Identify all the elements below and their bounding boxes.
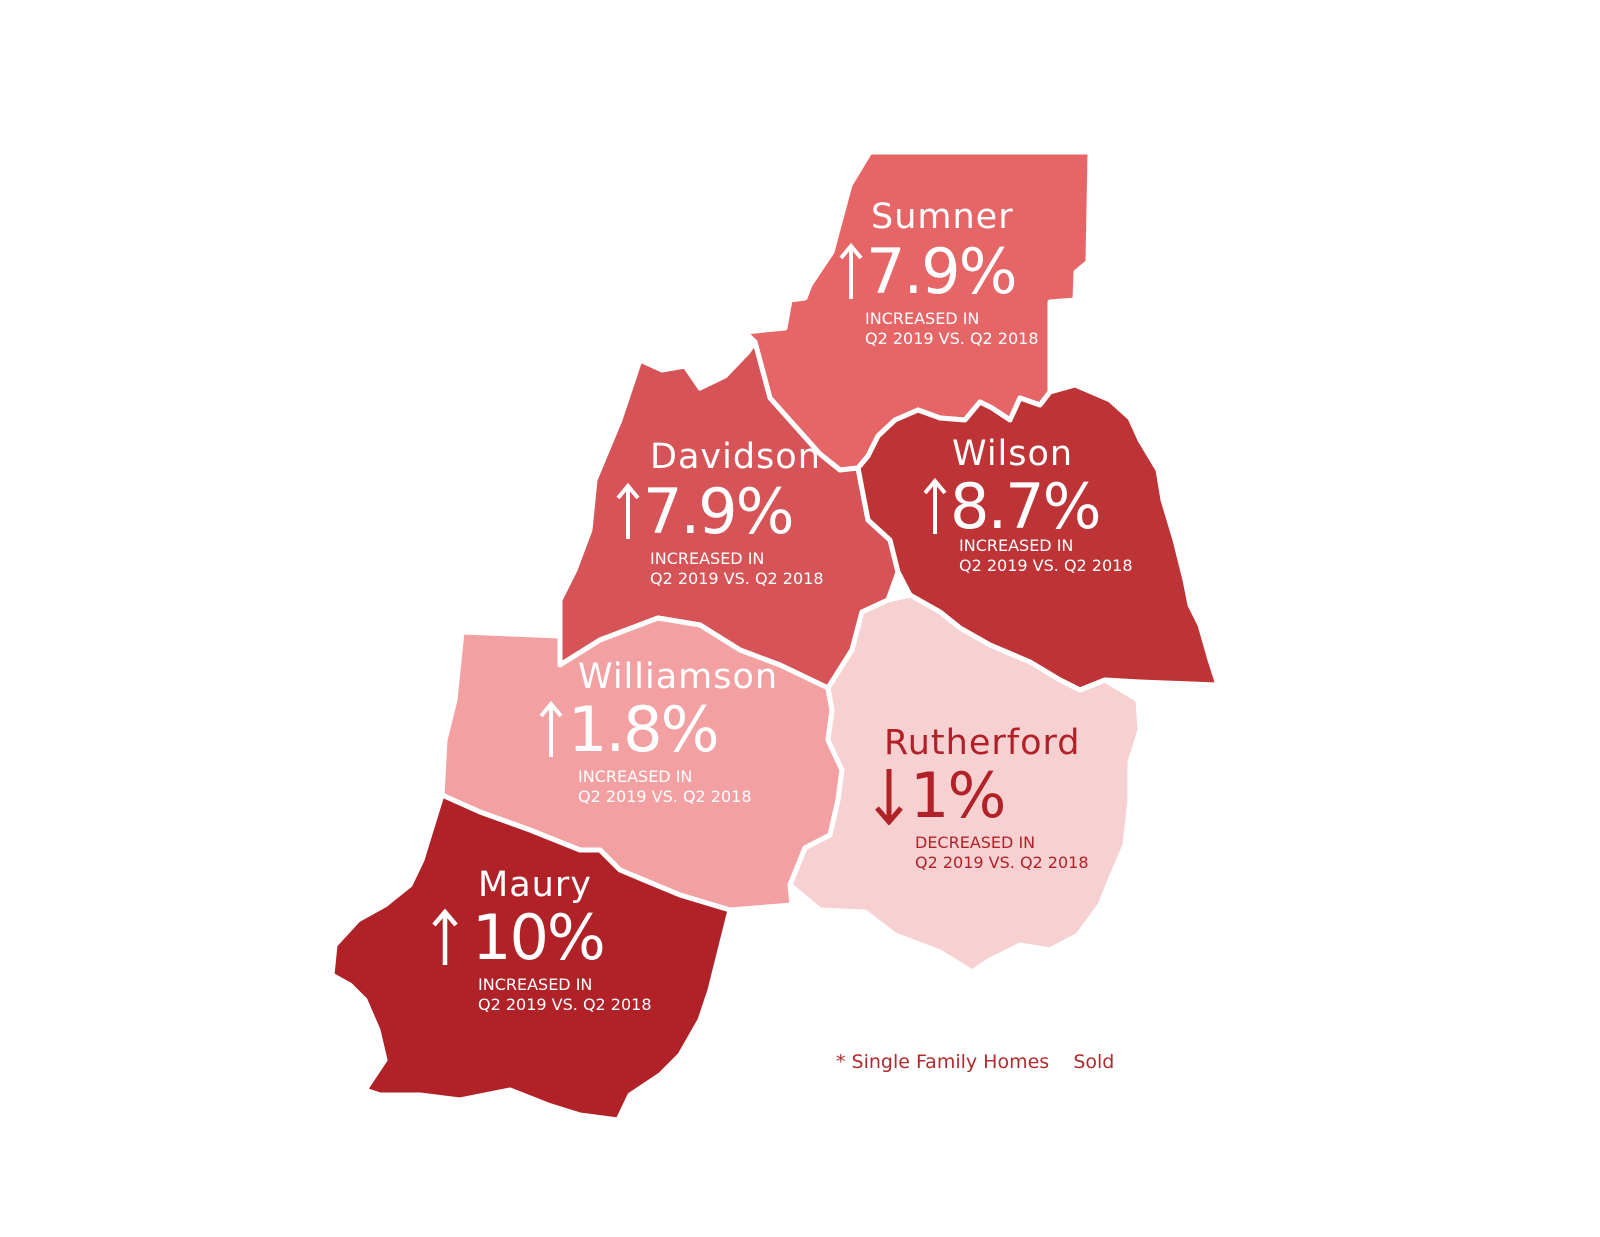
label-maury: Maury 10% INCREASED IN Q2 2019 VS. Q2 20… — [430, 868, 652, 1015]
value-sumner: 7.9% — [866, 235, 1018, 308]
note-wilson: INCREASED IN Q2 2019 VS. Q2 2018 — [959, 536, 1133, 576]
value-wilson: 8.7% — [950, 470, 1102, 543]
stat-sumner: 7.9% — [838, 241, 1039, 303]
arrow-up-icon — [432, 909, 458, 965]
value-williamson: 1.8% — [568, 693, 720, 766]
note-line2-williamson: Q2 2019 VS. Q2 2018 — [578, 787, 752, 806]
region-rutherford — [787, 592, 1143, 975]
county-name-wilson: Wilson — [952, 434, 1074, 474]
label-davidson: Davidson 7.9% INCREASED IN Q2 2019 VS. Q… — [615, 440, 824, 589]
note-line1-maury: INCREASED IN — [478, 975, 593, 994]
note-line2-rutherford: Q2 2019 VS. Q2 2018 — [915, 853, 1089, 872]
note-line1-sumner: INCREASED IN — [865, 309, 980, 328]
county-name-davidson: Davidson — [650, 437, 821, 477]
note-rutherford: DECREASED IN Q2 2019 VS. Q2 2018 — [915, 833, 1089, 873]
arrow-up-icon — [539, 701, 563, 757]
county-name-sumner: Sumner — [871, 197, 1014, 237]
arrow-down-icon — [875, 769, 903, 825]
note-sumner: INCREASED IN Q2 2019 VS. Q2 2018 — [865, 309, 1039, 349]
county-name-rutherford: Rutherford — [884, 723, 1081, 763]
arrow-up-icon — [616, 483, 640, 539]
label-sumner: Sumner 7.9% INCREASED IN Q2 2019 VS. Q2 … — [838, 200, 1039, 349]
note-davidson: INCREASED IN Q2 2019 VS. Q2 2018 — [650, 549, 824, 589]
stat-maury: 10% — [430, 907, 652, 969]
note-line2-davidson: Q2 2019 VS. Q2 2018 — [650, 569, 824, 588]
region-maury — [329, 792, 733, 1123]
stat-davidson: 7.9% — [615, 481, 824, 543]
label-williamson: Williamson 1.8% INCREASED IN Q2 2019 VS.… — [538, 660, 778, 807]
value-davidson: 7.9% — [643, 475, 795, 548]
note-line1-rutherford: DECREASED IN — [915, 833, 1036, 852]
note-line2-sumner: Q2 2019 VS. Q2 2018 — [865, 329, 1039, 348]
stat-wilson: 8.7% — [922, 476, 1133, 538]
value-rutherford: 1% — [910, 759, 1006, 832]
note-line1-davidson: INCREASED IN — [650, 549, 765, 568]
note-williamson: INCREASED IN Q2 2019 VS. Q2 2018 — [578, 767, 778, 807]
note-line1-williamson: INCREASED IN — [578, 767, 693, 786]
stat-williamson: 1.8% — [538, 699, 778, 761]
label-rutherford: Rutherford 1% DECREASED IN Q2 2019 VS. Q… — [872, 726, 1089, 873]
county-name-williamson: Williamson — [578, 657, 779, 697]
note-line2-wilson: Q2 2019 VS. Q2 2018 — [959, 556, 1133, 575]
label-wilson: Wilson 8.7% INCREASED IN Q2 2019 VS. Q2 … — [922, 437, 1133, 576]
note-line2-maury: Q2 2019 VS. Q2 2018 — [478, 995, 652, 1014]
note-maury: INCREASED IN Q2 2019 VS. Q2 2018 — [478, 975, 652, 1015]
value-maury: 10% — [472, 901, 606, 974]
note-line1-wilson: INCREASED IN — [959, 536, 1074, 555]
footnote: * Single Family Homes Sold — [836, 1051, 1115, 1073]
county-name-maury: Maury — [478, 865, 592, 905]
arrow-up-icon — [923, 478, 947, 534]
stat-rutherford: 1% — [872, 765, 1089, 827]
arrow-up-icon — [839, 243, 863, 299]
